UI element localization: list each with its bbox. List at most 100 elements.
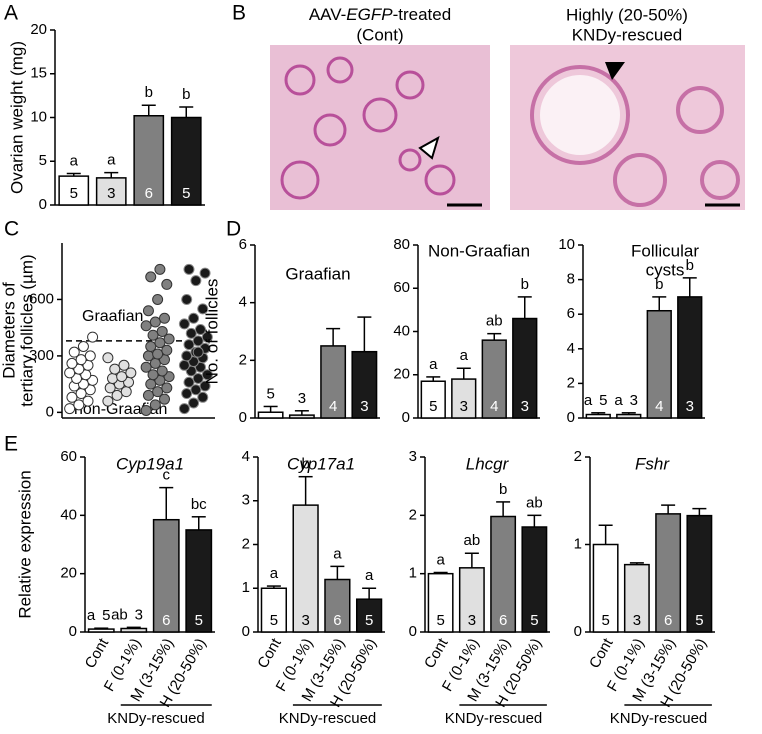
y-tick-label: 3	[242, 492, 250, 509]
significance-letter: a	[87, 607, 96, 624]
y-tick-label: 0	[574, 623, 582, 640]
bar	[120, 627, 148, 633]
panel-label: C	[4, 218, 19, 241]
data-point	[199, 267, 211, 279]
tissue-texture	[530, 65, 740, 207]
data-point	[194, 324, 206, 336]
y-tick-label: 0	[402, 409, 410, 426]
bar	[185, 529, 213, 633]
sample-size: 5	[70, 185, 78, 202]
tissue-texture	[280, 56, 456, 200]
significance-letter: b	[521, 276, 529, 293]
data-point	[199, 380, 211, 392]
data-point	[192, 346, 204, 358]
data-point	[159, 312, 171, 324]
sample-size: 5	[182, 185, 190, 202]
y-tick-label: 2	[567, 374, 575, 391]
data-point	[145, 378, 157, 390]
data-point	[111, 389, 123, 401]
data-point	[140, 404, 152, 416]
bar	[646, 309, 672, 419]
data-point	[142, 305, 154, 317]
data-point	[201, 369, 213, 381]
data-point	[82, 395, 94, 407]
y-tick-label: 0	[567, 409, 575, 426]
sample-size: 5	[266, 385, 274, 402]
sample-size: 3	[301, 612, 309, 629]
title-part: EGFP	[346, 5, 393, 24]
title-part: -treated	[393, 5, 452, 24]
bar	[592, 543, 619, 633]
y-tick-label: 0	[242, 623, 250, 640]
data-point	[190, 384, 202, 396]
chart-title: Follicular	[631, 241, 699, 260]
sample-size: 3	[135, 606, 143, 623]
sample-size: 3	[521, 398, 529, 415]
sample-size: 5	[530, 612, 538, 629]
y-tick-label: 6	[239, 236, 247, 253]
y-tick-label: 60	[393, 279, 410, 296]
micrograph-cont	[270, 45, 490, 210]
data-point	[183, 339, 195, 351]
sample-size: 5	[695, 612, 703, 629]
data-point	[152, 348, 164, 360]
chart-title: Non-Graafian	[428, 241, 530, 260]
data-point	[181, 388, 193, 400]
bar	[623, 563, 650, 633]
chart-title: Fshr	[635, 454, 670, 473]
data-point	[161, 278, 173, 290]
image-title: AAV-EGFP-treated	[309, 5, 451, 24]
data-point	[181, 350, 193, 362]
y-tick-label: 2	[409, 506, 417, 523]
chart-title: Cyp19a1	[116, 454, 184, 473]
significance-letter: a	[107, 152, 116, 169]
x-tick-label: Cont	[82, 635, 113, 672]
data-point	[140, 320, 152, 332]
sample-size: 4	[490, 398, 498, 415]
sample-size: 5	[429, 398, 437, 415]
data-point	[178, 359, 190, 371]
bar	[257, 411, 284, 419]
y-tick-label: 0	[409, 623, 417, 640]
y-tick-label: 2	[574, 448, 582, 465]
title-part: AAV-	[309, 5, 346, 24]
bar	[324, 578, 351, 633]
data-point	[183, 376, 195, 388]
data-point	[183, 263, 195, 275]
y-axis-label: Ovarian weight (mg)	[7, 41, 26, 194]
panel-label: A	[4, 2, 18, 25]
bar	[490, 515, 517, 633]
sample-size: 6	[145, 185, 153, 202]
y-tick-label: 1	[574, 535, 582, 552]
data-point	[154, 337, 166, 349]
data-point	[66, 357, 78, 369]
y-tick-label: 300	[29, 347, 54, 364]
panel-label: E	[4, 433, 18, 456]
data-point	[118, 359, 130, 371]
y-axis-label: Relative expression	[15, 470, 34, 618]
sample-size: 3	[360, 398, 368, 415]
data-point	[149, 316, 161, 328]
significance-letter: b	[686, 257, 694, 274]
y-tick-label: 0	[69, 623, 77, 640]
data-point	[159, 393, 171, 405]
data-point	[188, 397, 200, 409]
y-tick-label: 4	[239, 294, 247, 311]
significance-letter: ab	[111, 606, 128, 623]
bar	[458, 567, 485, 633]
y-tick-label: 2	[242, 535, 250, 552]
bar	[170, 116, 202, 206]
bar	[481, 339, 507, 419]
significance-letter: b	[499, 481, 507, 498]
image-title: (Cont)	[356, 25, 403, 44]
significance-letter: b	[655, 276, 663, 293]
y-tick-label: 4	[242, 448, 250, 465]
bar	[320, 345, 347, 419]
annotation: Graafian	[82, 308, 143, 325]
y-tick-label: 3	[409, 448, 417, 465]
data-point	[154, 263, 166, 275]
y-tick-label: 20	[393, 366, 410, 383]
bar	[585, 413, 611, 419]
sample-size: 5	[365, 612, 373, 629]
